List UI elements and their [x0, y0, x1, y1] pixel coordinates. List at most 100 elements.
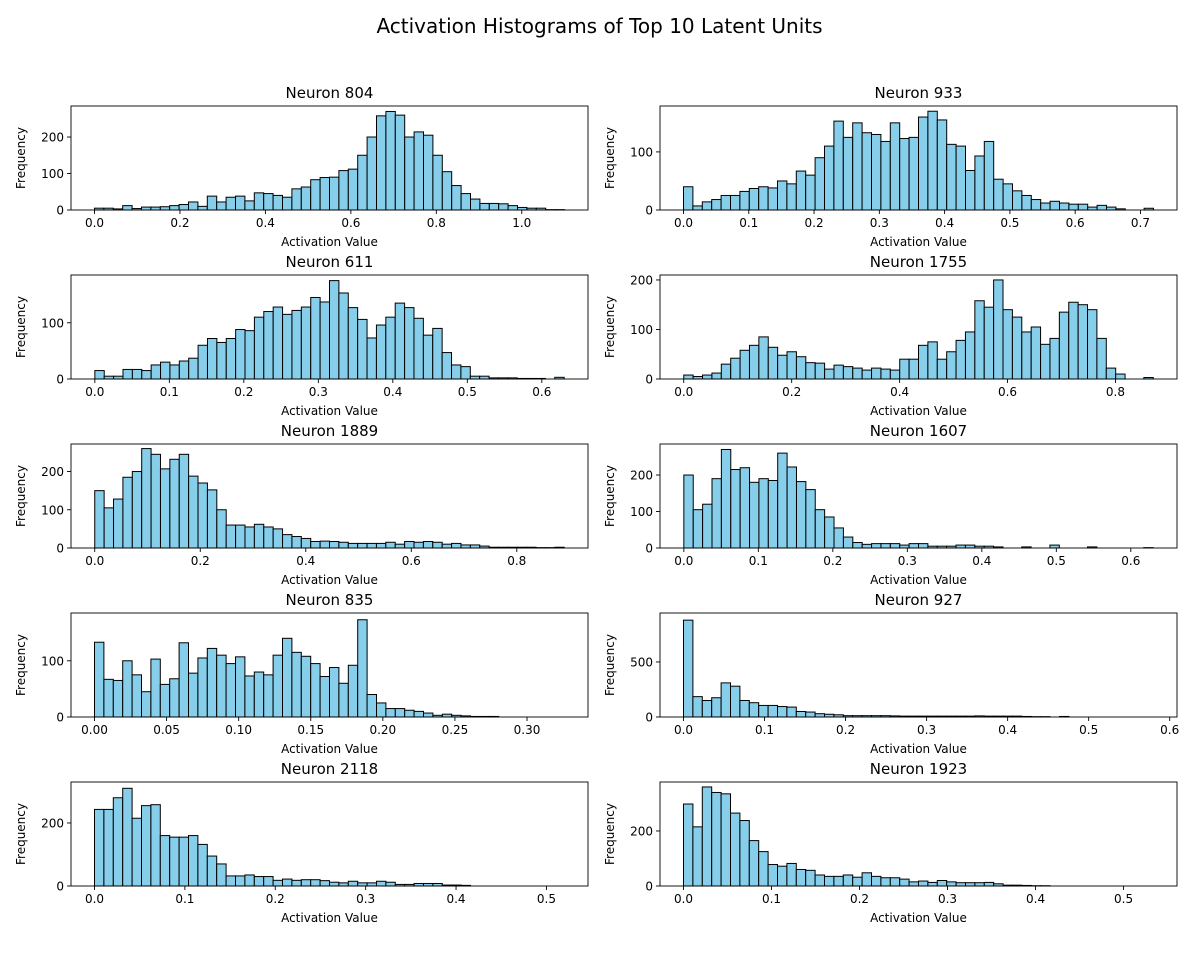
- histogram-bar: [385, 881, 396, 887]
- histogram-bar: [946, 881, 957, 887]
- histogram-bar: [861, 369, 873, 380]
- histogram-panel: 0.0 0.2 0.4 0.6 0.8 1.0 0 100 200 Neuron 804 Activ…: [14, 84, 589, 249]
- histogram-bar: [927, 881, 938, 887]
- histogram-bar: [702, 503, 713, 549]
- x-tick-label: 0.8: [1106, 385, 1125, 399]
- histogram-bar: [749, 481, 760, 549]
- histogram-bar: [777, 354, 788, 380]
- histogram-bar: [244, 675, 255, 718]
- histogram-bar: [366, 136, 378, 211]
- histogram-bar: [413, 131, 425, 211]
- y-tick-label: 0: [645, 204, 653, 218]
- histogram-bar: [122, 476, 133, 549]
- x-tick-label: 0.3: [917, 723, 936, 737]
- histogram-bar: [711, 372, 722, 380]
- histogram-bar: [1096, 337, 1107, 380]
- histogram-bar: [272, 194, 284, 211]
- histogram-bar: [141, 805, 152, 887]
- histogram-bar: [871, 543, 882, 549]
- histogram-bar: [357, 882, 368, 887]
- histogram-bar: [394, 543, 406, 549]
- histogram-bar: [1068, 203, 1079, 211]
- histogram-bar: [441, 352, 453, 380]
- histogram-bar: [404, 307, 415, 380]
- x-tick-label: 0.0: [85, 554, 104, 568]
- histogram-bar: [141, 370, 152, 380]
- histogram-bar: [701, 786, 713, 887]
- histogram-bar: [216, 201, 227, 211]
- histogram-bar: [814, 362, 826, 380]
- histogram-bar: [206, 338, 218, 380]
- y-tick-label: 0: [645, 711, 653, 725]
- x-tick-label: 0.6: [402, 554, 421, 568]
- histogram-bar: [235, 524, 246, 549]
- panel-title: Neuron 933: [875, 84, 963, 102]
- histogram-bar: [908, 881, 919, 887]
- axes-frame: [70, 612, 589, 718]
- histogram-bar: [899, 878, 910, 887]
- histogram-panel: 0.0 0.1 0.2 0.3 0.4 0.5 0 200 Neuron 2118 Activat…: [14, 760, 589, 925]
- histogram-bar: [786, 351, 797, 380]
- histogram-panel: 0.0 0.2 0.4 0.6 0.8 0 100 200 Neuron 1755 Activat…: [603, 253, 1178, 418]
- x-axis-label: Activation Value: [281, 573, 378, 587]
- x-axis-label: Activation Value: [870, 235, 967, 249]
- histogram-panel: 0.0 0.1 0.2 0.3 0.4 0.5 0.6 0 100 Neuron 611 Activ…: [14, 253, 589, 418]
- histogram-bar: [122, 205, 133, 211]
- x-tick-label: 0.4: [383, 385, 402, 399]
- x-tick-label: 0.8: [427, 216, 446, 230]
- histogram-bar: [824, 368, 835, 380]
- bars: [683, 110, 1154, 211]
- histogram-bar: [310, 879, 321, 887]
- histogram-bar: [711, 478, 722, 549]
- histogram-bar: [701, 201, 713, 211]
- histogram-bar: [282, 534, 293, 549]
- x-tick-label: 0.1: [749, 554, 768, 568]
- histogram-bar: [122, 787, 133, 887]
- histogram-bar: [748, 702, 760, 718]
- histogram-bar: [188, 672, 199, 718]
- histogram-bar: [720, 194, 731, 211]
- histogram-bar: [300, 537, 312, 549]
- bars: [683, 619, 1070, 718]
- histogram-bar: [479, 202, 490, 211]
- histogram-bar: [197, 843, 208, 887]
- histogram-bar: [319, 540, 330, 549]
- histogram-bar: [927, 341, 938, 380]
- histogram-bar: [432, 327, 443, 380]
- x-tick-label: 0.7: [1131, 216, 1150, 230]
- x-tick-label: 0.30: [514, 723, 541, 737]
- x-axis-label: Activation Value: [281, 742, 378, 756]
- histogram-bar: [955, 339, 966, 380]
- histogram-bar: [329, 280, 340, 380]
- histogram-bar: [899, 358, 910, 380]
- y-axis-label: Frequency: [603, 803, 617, 865]
- histogram-bar: [216, 509, 227, 549]
- histogram-bar: [253, 876, 265, 887]
- histogram-bar: [366, 694, 378, 718]
- histogram-bar: [805, 869, 816, 887]
- bars: [683, 279, 1154, 380]
- x-tick-label: 0.2: [836, 723, 855, 737]
- histogram-bar: [422, 334, 434, 380]
- histogram-bar: [413, 710, 425, 718]
- histogram-bar: [1040, 343, 1051, 380]
- histogram-bar: [188, 475, 199, 549]
- histogram-bar: [1105, 367, 1117, 380]
- histogram-bar: [300, 879, 312, 887]
- histogram-bar: [946, 351, 957, 380]
- histogram-bar: [131, 674, 143, 718]
- histogram-bar: [366, 337, 377, 380]
- x-tick-label: 0.3: [870, 216, 889, 230]
- histogram-bar: [908, 136, 919, 211]
- histogram-bar: [1068, 301, 1079, 380]
- histogram-bar: [272, 306, 284, 380]
- histogram-bar: [150, 453, 161, 549]
- histogram-bar: [169, 678, 180, 718]
- histogram-bar: [263, 311, 274, 380]
- histogram-bar: [169, 205, 180, 211]
- histogram-bar: [965, 882, 976, 887]
- histogram-bar: [730, 194, 741, 211]
- histogram-bar: [225, 196, 237, 211]
- histogram-bar: [347, 542, 359, 549]
- histogram-bar: [814, 509, 826, 549]
